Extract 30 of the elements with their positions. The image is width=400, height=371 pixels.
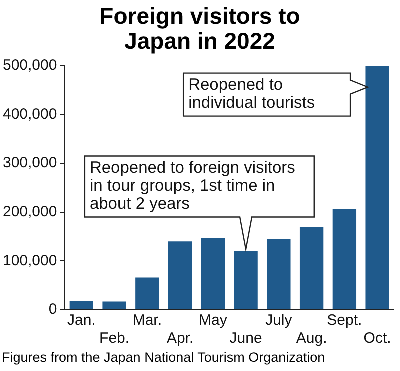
bar [102,302,126,310]
bar [136,278,160,310]
bar [366,66,390,310]
x-tick-label: Aug. [296,330,328,348]
y-tick-label: 400,000 [2,106,58,123]
y-tick-label: 100,000 [2,252,58,270]
text: Figures from the Japan National Tourism Organization [2,350,326,365]
y-tick-label: 300,000 [2,154,58,172]
bar [300,227,324,310]
bar [332,208,357,310]
bar [201,238,226,310]
y-tick-label: 0 [48,301,58,318]
bar [70,301,94,310]
bar [168,242,192,310]
x-tick-label: June [230,330,262,348]
x-tick-label: Apr. [166,330,194,348]
bar [234,251,258,310]
x-tick-label: July [266,312,293,330]
x-tick-label: May [199,312,228,330]
annotation: Reopened to foreign visitors in tour groups, 1st time in about 2 years [90,159,296,214]
bar [267,239,291,310]
x-tick-label: Oct. [364,330,392,348]
annotation: Reopened to individual tourists [188,76,316,112]
y-tick-label: 500,000 [2,57,58,74]
x-tick-label: Sept. [327,312,362,330]
y-tick-label: 200,000 [2,204,58,221]
x-tick-label: Feb. [100,330,130,348]
x-tick-label: Mar. [132,312,162,330]
chart-title: Foreign visitors to Japan in 2022 [98,3,302,54]
x-tick-label: Jan. [67,312,96,330]
